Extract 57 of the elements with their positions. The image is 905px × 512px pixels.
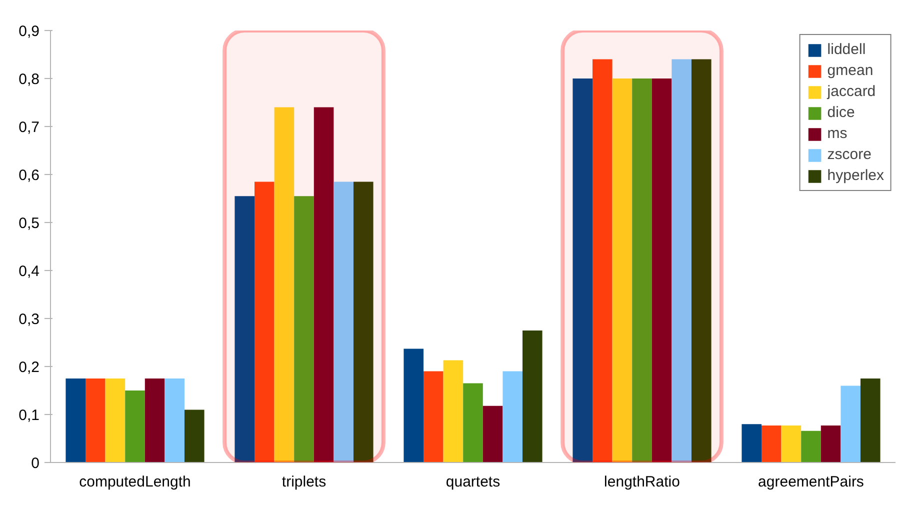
y-tick-label: 0,8 xyxy=(18,71,40,88)
bar xyxy=(742,424,762,462)
bar xyxy=(860,378,880,462)
x-tick-label: quartets xyxy=(446,474,500,490)
y-tick-label: 0,1 xyxy=(18,407,40,424)
bar xyxy=(105,378,126,462)
bar xyxy=(184,410,204,462)
bar xyxy=(314,107,334,462)
bar xyxy=(274,107,294,462)
bar xyxy=(522,330,542,462)
bar xyxy=(164,378,184,462)
bar xyxy=(144,378,165,462)
legend-label: jaccard xyxy=(827,83,876,100)
bar xyxy=(86,378,106,462)
y-tick-label: 0,7 xyxy=(18,119,40,136)
bar xyxy=(424,371,444,462)
y-tick-label: 0,4 xyxy=(18,263,40,280)
x-tick-label: computedLength xyxy=(79,474,191,490)
bar xyxy=(691,59,712,462)
bar xyxy=(572,78,593,462)
legend-label: gmean xyxy=(827,62,874,79)
bar xyxy=(254,182,274,462)
bar xyxy=(632,78,652,462)
bar xyxy=(482,406,503,462)
bar xyxy=(801,430,821,462)
y-tick-label: 0,2 xyxy=(18,359,40,376)
y-tick-label: 0 xyxy=(31,455,40,472)
bar xyxy=(463,383,483,462)
x-tick-label: agreementPairs xyxy=(758,474,864,490)
y-tick-label: 0,5 xyxy=(18,215,40,232)
bar xyxy=(820,426,841,462)
bar xyxy=(840,386,860,462)
legend-label: ms xyxy=(827,125,848,142)
bar xyxy=(66,378,86,462)
bar xyxy=(502,371,522,462)
bar xyxy=(294,196,314,462)
x-tick-label: triplets xyxy=(282,474,326,490)
bar xyxy=(672,59,692,462)
bar xyxy=(592,59,612,462)
bar xyxy=(762,426,782,462)
legend-label: liddell xyxy=(827,41,866,58)
bar xyxy=(125,390,145,462)
legend-label: zscore xyxy=(827,146,872,163)
bar xyxy=(334,182,354,462)
bar xyxy=(652,78,672,462)
bar xyxy=(404,348,424,462)
y-tick-label: 0,3 xyxy=(18,311,40,328)
bar xyxy=(612,78,632,462)
y-tick-label: 0,6 xyxy=(18,167,40,184)
bar xyxy=(443,360,464,462)
legend-label: dice xyxy=(827,104,855,121)
x-tick-label: lengthRatio xyxy=(604,474,680,490)
bar xyxy=(353,182,374,462)
y-tick-label: 0,9 xyxy=(18,23,40,40)
bar xyxy=(781,426,802,462)
bar xyxy=(234,196,255,462)
legend-label: hyperlex xyxy=(827,167,884,184)
